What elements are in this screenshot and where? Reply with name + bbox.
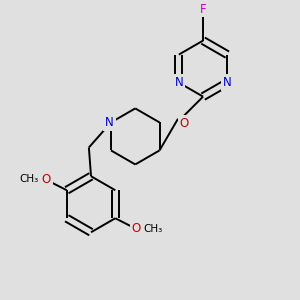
Text: N: N: [105, 116, 114, 129]
Text: O: O: [131, 222, 141, 236]
Text: O: O: [179, 117, 188, 130]
Text: CH₃: CH₃: [20, 174, 39, 184]
Text: F: F: [200, 2, 206, 16]
Text: O: O: [41, 173, 51, 186]
Text: CH₃: CH₃: [143, 224, 163, 235]
Text: N: N: [223, 76, 232, 89]
Text: N: N: [174, 76, 183, 89]
